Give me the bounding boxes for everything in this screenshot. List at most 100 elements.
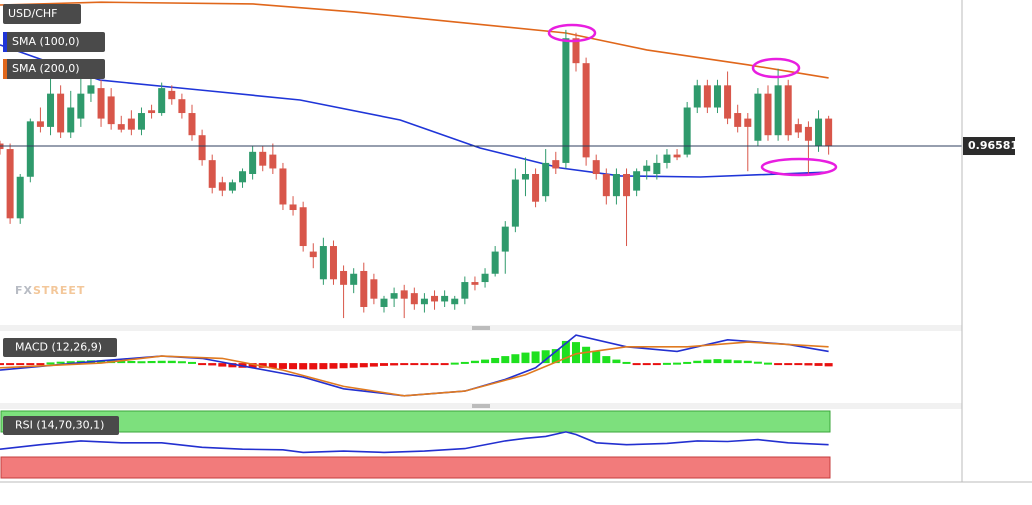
histogram-bar (208, 363, 217, 366)
candle-body (713, 85, 721, 108)
candle-body (249, 151, 257, 174)
histogram-bar (248, 363, 257, 368)
candle-body (764, 93, 772, 136)
indicator-box (3, 416, 119, 435)
histogram-bar (713, 359, 722, 364)
histogram-bar (470, 360, 479, 364)
indicator-line (0, 44, 829, 178)
histogram-bar (380, 363, 388, 366)
candle-body (158, 88, 166, 114)
candle-body (279, 168, 287, 205)
histogram-bar (228, 363, 237, 368)
histogram-bar (430, 363, 439, 366)
candle-body (239, 171, 247, 183)
panel-separator[interactable] (0, 325, 962, 331)
histogram-bar (36, 363, 45, 366)
candle-body (582, 63, 590, 158)
candle-body (390, 293, 398, 299)
candle-body (633, 171, 641, 191)
histogram-bar (117, 360, 126, 364)
histogram-bar (56, 361, 65, 364)
candle-body (774, 85, 782, 136)
histogram-bar (824, 363, 833, 367)
symbol-label: USD/CHF (8, 7, 58, 20)
candle-body (623, 173, 631, 197)
candle-body (259, 151, 267, 166)
candle-body (471, 282, 479, 285)
candle-body (67, 107, 75, 133)
histogram-bar (127, 361, 136, 364)
highlight-ellipse (547, 23, 597, 43)
candle-body (815, 118, 823, 147)
candle-body (653, 162, 661, 174)
candle-body (97, 88, 105, 119)
watermark-street: STREET (33, 284, 85, 297)
histogram-bar (97, 360, 106, 364)
histogram-bar (481, 359, 490, 364)
indicator-label: MACD (12,26,9) (15, 341, 102, 354)
histogram-bar (693, 360, 702, 364)
oversold-zone (0, 456, 831, 479)
candle-body (319, 246, 327, 280)
candle-body (117, 124, 125, 130)
candle-body (794, 124, 802, 133)
histogram-bar (531, 351, 540, 364)
candle-body (744, 118, 752, 127)
candle-body (208, 160, 216, 188)
histogram-bar (218, 363, 227, 367)
histogram-bar (46, 362, 55, 365)
panel-separator[interactable] (0, 403, 962, 409)
histogram-bar (6, 363, 15, 366)
candle-body (329, 246, 337, 280)
candle-body (461, 282, 469, 299)
candle-body (47, 93, 55, 127)
histogram-bar (774, 363, 783, 366)
histogram-bar (278, 363, 287, 369)
indicator-label: RSI (14,70,30,1) (15, 419, 104, 432)
histogram-bar (460, 361, 469, 364)
indicator-line (0, 431, 829, 454)
histogram-bar (794, 363, 803, 366)
histogram-bar (683, 361, 692, 364)
histogram-bar (572, 342, 580, 364)
histogram-bar (511, 354, 520, 364)
histogram-bar (743, 360, 752, 364)
histogram-bar (753, 361, 762, 364)
highlight-ellipse (751, 57, 801, 79)
histogram-bar (551, 349, 560, 364)
histogram-bar (198, 363, 207, 366)
histogram-bar (632, 363, 641, 366)
histogram-bar (390, 363, 399, 366)
candle-body (107, 96, 115, 125)
histogram-bar (450, 362, 459, 365)
candle-body (592, 160, 600, 174)
histogram-bar (410, 363, 419, 366)
marks (0, 1, 962, 454)
candle-body (683, 107, 691, 155)
candle-body (137, 113, 145, 130)
candle-body (57, 93, 65, 133)
last-price-box (963, 137, 1015, 156)
histogram-bar (268, 363, 277, 369)
histogram-bar (764, 362, 772, 365)
histogram-bar (541, 350, 550, 364)
candle-body (511, 179, 519, 227)
candle-body (309, 251, 317, 258)
histogram-bar (602, 356, 611, 364)
candle-body (501, 226, 509, 252)
candle-body (188, 113, 196, 136)
histogram-bar (137, 361, 146, 364)
candle-body (420, 298, 428, 305)
candle-body (198, 135, 206, 161)
histogram-bar (329, 363, 338, 369)
candle-body (16, 176, 24, 219)
histogram-bar (157, 360, 166, 364)
candle-body (77, 93, 85, 119)
histogram-bar (561, 340, 570, 364)
histogram-bar (188, 361, 196, 364)
histogram-bar (733, 360, 742, 364)
candle-body (168, 90, 176, 100)
candle-body (127, 118, 135, 130)
candle-body (562, 38, 570, 163)
candle-body (299, 207, 307, 247)
